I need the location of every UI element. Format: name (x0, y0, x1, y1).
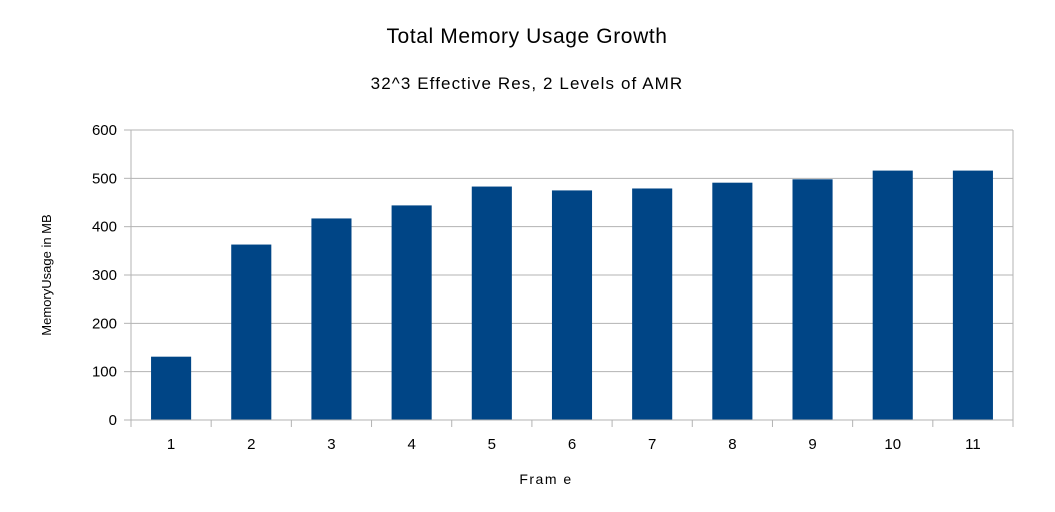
x-tick-label: 11 (965, 436, 981, 453)
y-tick-label: 200 (92, 315, 117, 332)
bars (151, 170, 993, 420)
y-tick-label: 300 (92, 267, 117, 284)
x-tick-labels: 1 2 3 4 5 6 7 8 9 10 11 (167, 436, 981, 453)
bar (712, 182, 753, 420)
x-tick-label: 6 (568, 436, 576, 453)
x-tick-label: 8 (728, 436, 736, 453)
bar (872, 170, 913, 420)
bar (391, 205, 432, 420)
chart-title: Total Memory Usage Growth (386, 25, 667, 48)
y-tick-label: 600 (92, 122, 117, 139)
bar (231, 244, 272, 420)
bar (311, 218, 352, 420)
x-tick-label: 7 (648, 436, 656, 453)
x-tick-label: 4 (407, 436, 415, 453)
bar (632, 188, 673, 420)
x-tick-label: 3 (327, 436, 335, 453)
bar (952, 170, 993, 420)
x-axis-label: Fram e (519, 471, 572, 487)
y-tick-label: 500 (92, 170, 117, 187)
y-tick-labels: 0 100 200 300 400 500 600 (92, 122, 117, 429)
axes (124, 129, 1014, 427)
bar (792, 179, 833, 420)
y-tick-label: 0 (109, 412, 117, 429)
x-tick-label: 10 (884, 436, 901, 453)
y-tick-label: 100 (92, 364, 117, 381)
chart-subtitle: 32^3 Effective Res, 2 Levels of AMR (371, 74, 684, 93)
x-tick-label: 2 (247, 436, 255, 453)
x-tick-label: 1 (167, 436, 175, 453)
x-tick-label: 9 (808, 436, 816, 453)
bar (151, 356, 192, 420)
y-axis-label: MemoryUsage in MB (39, 214, 54, 335)
y-tick-label: 400 (92, 219, 117, 236)
x-tick-label: 5 (488, 436, 496, 453)
bar (551, 190, 593, 420)
bar (471, 186, 512, 420)
